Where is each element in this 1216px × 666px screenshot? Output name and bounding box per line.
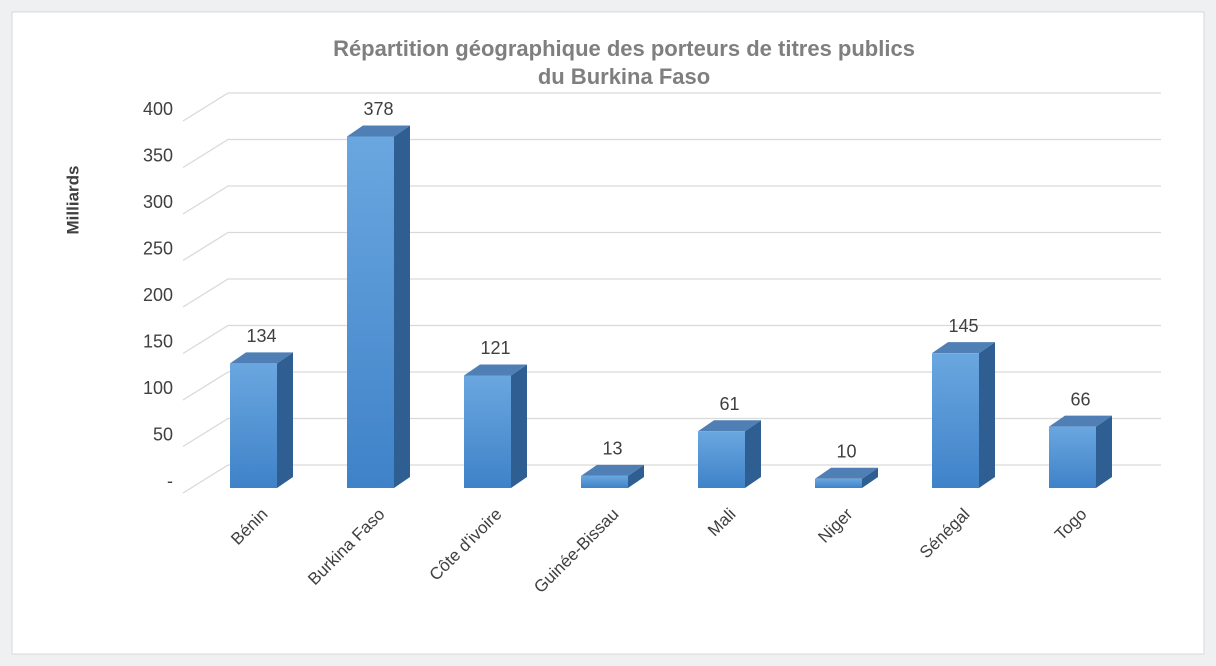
bar-side	[1096, 415, 1112, 488]
value-label: 145	[948, 316, 978, 336]
y-axis-label: Milliards	[63, 166, 82, 235]
grid-line	[182, 324, 1161, 355]
bar	[230, 352, 293, 488]
bar	[1049, 415, 1112, 488]
y-tick-label: 250	[143, 238, 173, 258]
bar-side	[628, 464, 644, 488]
bar-top	[230, 352, 293, 364]
bar-side	[862, 467, 878, 488]
bar-top	[698, 420, 761, 432]
value-label: 10	[836, 441, 856, 461]
grid-line	[182, 464, 1161, 494]
bar-front	[932, 353, 979, 488]
bar-top	[347, 125, 410, 137]
bar-front	[230, 363, 277, 488]
chart-title: Répartition géographique des porteurs de…	[333, 36, 915, 61]
value-label: 61	[719, 394, 739, 414]
value-label: 378	[363, 99, 393, 119]
grid-line	[182, 92, 1161, 122]
grid-line	[182, 417, 1161, 448]
bar	[581, 464, 644, 488]
bar-side	[394, 125, 410, 489]
bar-top	[932, 342, 995, 354]
bar-side	[511, 364, 527, 488]
chart-area	[11, 11, 1205, 655]
y-tick-label: 50	[153, 424, 173, 444]
bar	[815, 467, 878, 488]
bar-top	[581, 464, 644, 476]
value-label: 134	[246, 326, 276, 346]
bar-front	[347, 136, 394, 488]
bar-top	[815, 467, 878, 479]
bar-front	[464, 375, 511, 488]
grid-line	[182, 138, 1161, 169]
bar-top	[464, 364, 527, 376]
value-label: 121	[480, 338, 510, 358]
bar	[347, 125, 410, 489]
bar	[698, 420, 761, 488]
y-tick-label: 100	[143, 378, 173, 398]
y-tick-label: -	[167, 471, 173, 491]
bar-top	[1049, 415, 1112, 427]
grid-line	[182, 185, 1161, 215]
grid-line	[182, 371, 1161, 401]
y-tick-label: 200	[143, 285, 173, 305]
bar-front	[698, 431, 745, 488]
bar-side	[979, 342, 995, 488]
chart-subtitle: du Burkina Faso	[538, 64, 710, 89]
bar-side	[277, 352, 293, 488]
bar-front	[815, 478, 862, 488]
bar-front	[1049, 426, 1096, 488]
bar	[464, 364, 527, 488]
value-label: 13	[602, 439, 622, 459]
y-tick-label: 300	[143, 192, 173, 212]
bar-side	[745, 420, 761, 488]
y-tick-label: 350	[143, 145, 173, 165]
bar	[932, 342, 995, 488]
value-label: 66	[1070, 389, 1090, 409]
y-tick-label: 400	[143, 99, 173, 119]
grid-line	[182, 231, 1161, 262]
grid-line	[182, 278, 1161, 308]
y-tick-label: 150	[143, 331, 173, 351]
bar-front	[581, 475, 628, 488]
